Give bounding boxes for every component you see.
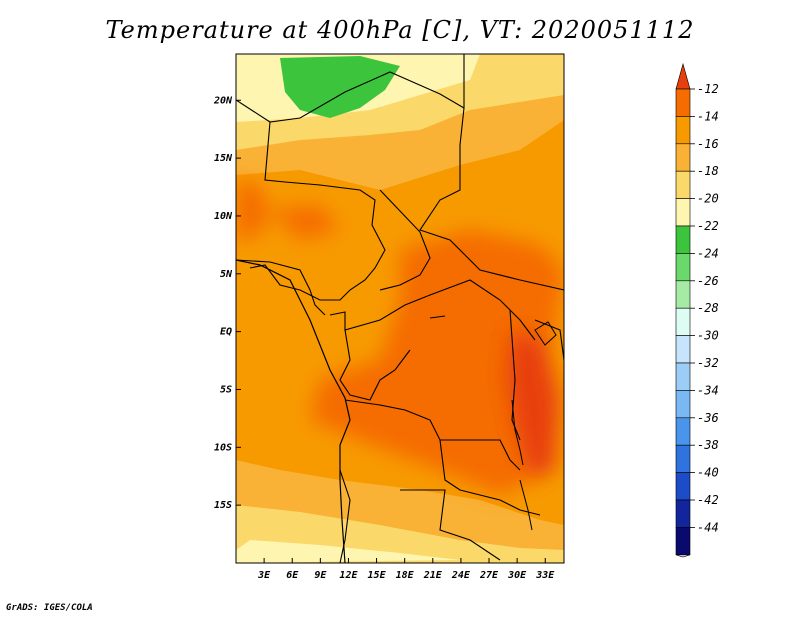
colorbar-bottom-arrow: [675, 554, 691, 558]
colorbar-segment: [675, 116, 691, 145]
lon-tick-label: 3E: [257, 570, 271, 581]
colorbar-segment: [675, 307, 691, 336]
colorbar-segment: [675, 417, 691, 446]
colorbar-label: -36: [697, 411, 719, 425]
colorbar-segment: [675, 362, 691, 391]
lat-tick-label: 5N: [220, 269, 233, 280]
lon-tick-label: 33E: [535, 570, 555, 581]
longitude-axis: 3E 6E 9E 12E 15E 18E 21E 24E 27E 30E 33E: [257, 558, 555, 581]
colorbar-label: -32: [697, 356, 719, 370]
colorbar-label: -28: [697, 301, 719, 315]
cold-pocket-24: [280, 56, 400, 118]
latitude-axis: 20N 15N 10N 5N EQ 5S 10S 15S: [213, 95, 241, 511]
colorbar-segment: [675, 88, 691, 117]
warm-core-14-west: [236, 180, 270, 240]
country-borders: [236, 54, 564, 563]
lon-tick-label: 12E: [339, 570, 358, 581]
colorbar-label: -34: [697, 383, 719, 397]
colorbar-label: -40: [697, 466, 719, 480]
colorbar-segment: [675, 472, 691, 501]
colorbar-label: -44: [697, 520, 719, 534]
colorbar-label: -18: [697, 164, 719, 178]
lon-tick-label: 6E: [286, 570, 299, 581]
lon-tick-label: 15E: [368, 570, 387, 581]
lat-tick-label: EQ: [220, 327, 232, 338]
lon-tick-label: 30E: [507, 570, 527, 581]
colorbar-segment: [675, 143, 691, 172]
colorbar-segment: [675, 198, 691, 227]
lat-tick-label: 15N: [214, 153, 233, 164]
lat-tick-label: 20N: [213, 95, 233, 106]
colorbar-segment: [675, 390, 691, 419]
colorbar-label: -26: [697, 274, 719, 288]
map-frame: [235, 53, 565, 564]
colorbar-label: -12: [697, 82, 719, 96]
colorbar-label: -22: [697, 219, 719, 233]
colorbar-top-arrow: [675, 62, 691, 90]
colorbar-label: -30: [697, 329, 719, 343]
band-22-south: [236, 540, 460, 563]
colorbar-label: -42: [697, 493, 719, 507]
lon-tick-label: 24E: [451, 570, 471, 581]
lat-tick-label: 15S: [214, 500, 232, 511]
colorbar-segment: [675, 280, 691, 309]
coastline: [236, 259, 351, 563]
warm-core-14-nigeria: [270, 205, 340, 240]
warm-core-12-east: [505, 330, 560, 480]
colorbar-segment: [675, 253, 691, 282]
colorbar-segment: [675, 444, 691, 473]
colorbar-segment: [675, 225, 691, 254]
colorbar-label: -20: [697, 192, 719, 206]
colorbar-label: -38: [697, 438, 719, 452]
warm-core-14-central: [310, 230, 564, 495]
grads-credit: GrADS: IGES/COLA: [6, 603, 93, 613]
lon-tick-label: 27E: [479, 570, 499, 581]
colorbar: -12 -14 -16 -18 -20 -22 -24 -26 -28 -30 -32 -34 -36 -…: [675, 62, 719, 558]
colorbar-segment: [675, 335, 691, 364]
lon-tick-label: 9E: [314, 570, 327, 581]
lat-tick-label: 10N: [214, 211, 233, 222]
colorbar-segment: [675, 527, 691, 556]
lat-tick-label: 10S: [214, 442, 232, 453]
lon-tick-label: 18E: [396, 570, 415, 581]
colorbar-segment: [675, 170, 691, 199]
colorbar-label: -14: [697, 109, 719, 123]
lon-tick-label: 21E: [423, 570, 443, 581]
lakes: [429, 315, 557, 531]
colorbar-label: -16: [697, 137, 719, 151]
colorbar-label: -24: [697, 246, 719, 260]
colorbar-segment: [675, 499, 691, 528]
lat-tick-label: 5S: [220, 384, 232, 395]
map-title: Temperature at 400hPa [C], VT: 202005111…: [105, 16, 695, 44]
